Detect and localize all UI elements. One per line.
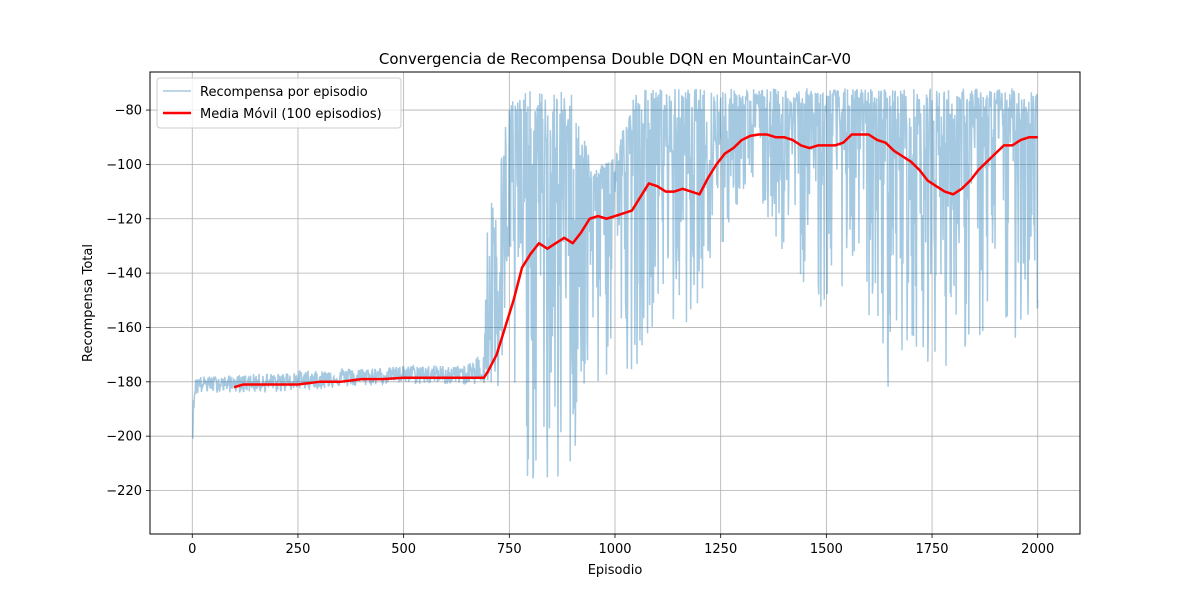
y-axis-ticks: −220 −200 −180 −160 −140 −120 −100 −80 [106, 104, 150, 499]
y-tick-label: −160 [106, 321, 142, 336]
chart-title: Convergencia de Recompensa Double DQN en… [379, 50, 851, 68]
x-axis-ticks: 0 250 500 750 1000 1250 1500 1750 2000 [188, 534, 1054, 557]
grid-lines [150, 72, 1080, 534]
x-tick-label: 2000 [1021, 542, 1054, 557]
legend-label-raw: Recompensa por episodio [200, 85, 368, 100]
legend-box [156, 77, 402, 129]
x-tick-label: 500 [391, 542, 416, 557]
y-tick-label: −80 [115, 104, 142, 119]
legend: Recompensa por episodio Media Móvil (100… [156, 77, 402, 129]
y-tick-label: −100 [106, 158, 142, 173]
x-tick-label: 750 [497, 542, 522, 557]
y-tick-label: −140 [106, 267, 142, 282]
x-tick-label: 1750 [915, 542, 948, 557]
legend-label-moving-average: Media Móvil (100 episodios) [200, 107, 382, 122]
x-tick-label: 250 [286, 542, 311, 557]
x-tick-label: 1500 [810, 542, 843, 557]
x-axis-label: Episodio [588, 563, 643, 578]
series-moving-average [233, 133, 1038, 389]
raw-reward-line [191, 87, 1039, 479]
y-axis-label: Recompensa Total [81, 244, 96, 362]
y-tick-label: −120 [106, 212, 142, 227]
y-tick-label: −180 [106, 375, 142, 390]
x-tick-label: 1250 [704, 542, 737, 557]
x-tick-label: 1000 [598, 542, 631, 557]
moving-average-line [233, 133, 1038, 389]
series-raw-reward [191, 87, 1039, 479]
y-tick-label: −220 [106, 484, 142, 499]
y-tick-label: −200 [106, 430, 142, 445]
x-tick-label: 0 [188, 542, 196, 557]
